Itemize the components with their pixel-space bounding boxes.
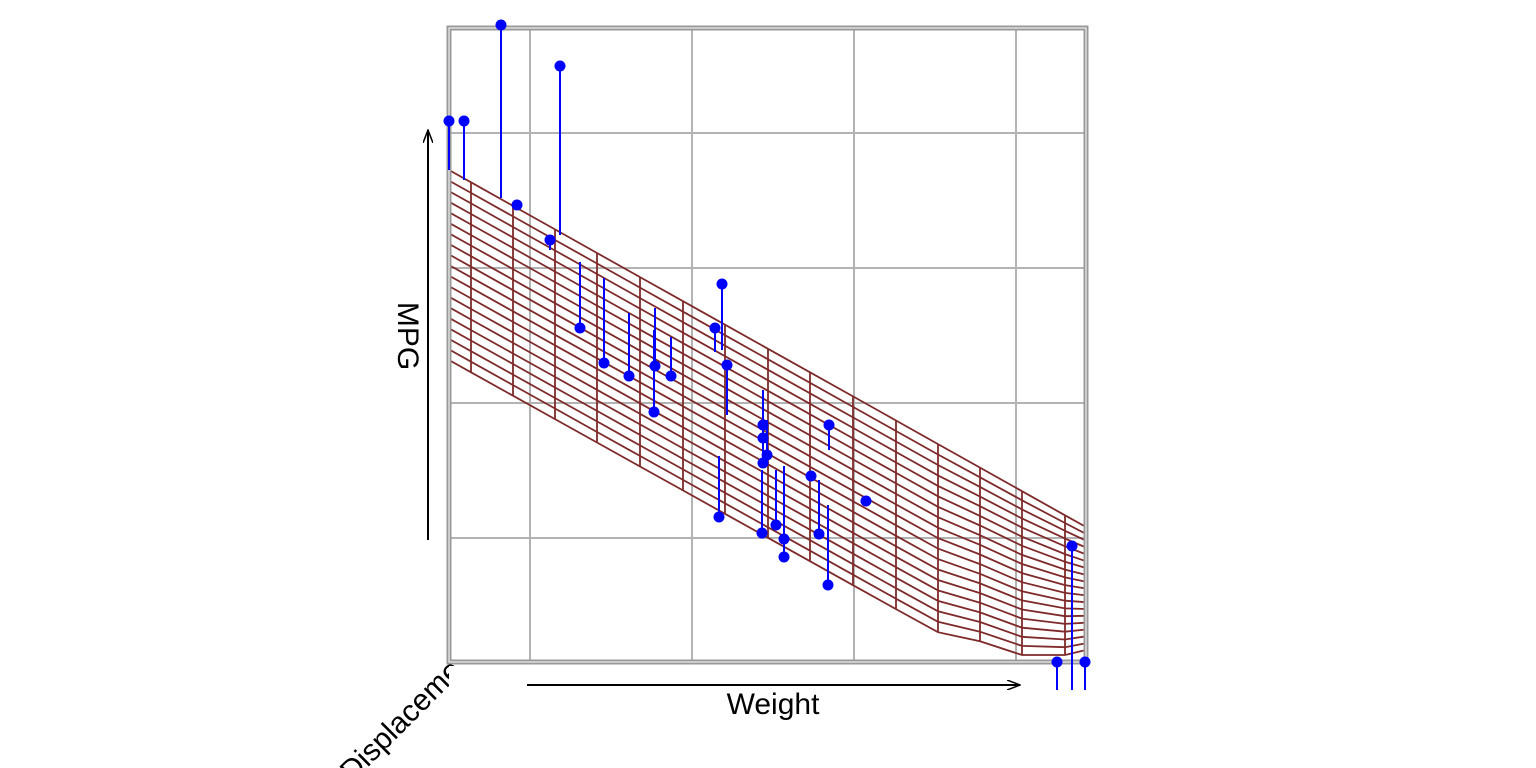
point bbox=[757, 457, 769, 469]
point bbox=[648, 406, 660, 418]
y-axis-label: MPG bbox=[391, 302, 424, 370]
point bbox=[1079, 656, 1091, 668]
point bbox=[813, 528, 825, 540]
point bbox=[495, 19, 507, 31]
point bbox=[713, 511, 725, 523]
point bbox=[823, 419, 835, 431]
x-axis-label: Weight bbox=[727, 688, 820, 721]
point bbox=[511, 199, 523, 211]
point bbox=[544, 234, 556, 246]
point bbox=[554, 60, 566, 72]
point bbox=[756, 527, 768, 539]
point bbox=[1051, 656, 1063, 668]
point bbox=[574, 322, 586, 334]
point bbox=[458, 115, 470, 127]
point bbox=[822, 579, 834, 591]
point bbox=[805, 470, 817, 482]
points bbox=[443, 19, 1091, 690]
label-mask bbox=[449, 666, 479, 686]
point bbox=[623, 370, 635, 382]
z-axis-label: Displaceme bbox=[334, 654, 468, 768]
point bbox=[860, 495, 872, 507]
plot-box-inner bbox=[448, 27, 1087, 663]
grid bbox=[449, 28, 1086, 662]
point bbox=[598, 357, 610, 369]
point bbox=[1066, 540, 1078, 552]
point bbox=[709, 322, 721, 334]
point bbox=[778, 551, 790, 563]
point bbox=[770, 519, 782, 531]
point bbox=[443, 115, 455, 127]
point bbox=[665, 370, 677, 382]
plot-box bbox=[446, 25, 1089, 665]
regression-plane bbox=[448, 169, 1087, 656]
point bbox=[716, 278, 728, 290]
point bbox=[721, 359, 733, 371]
